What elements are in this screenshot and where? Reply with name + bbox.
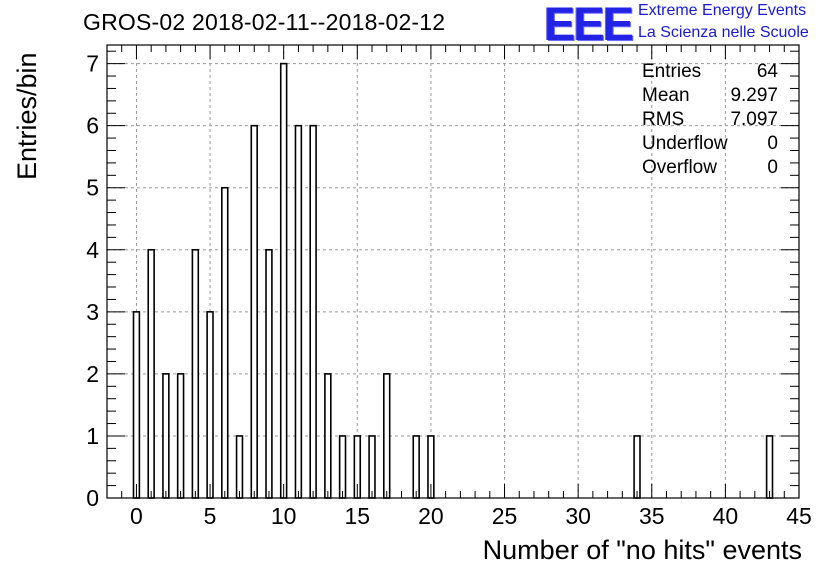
- histogram-bar: [162, 373, 170, 499]
- plot-frame: [106, 44, 800, 499]
- histogram-bar: [309, 124, 317, 499]
- y-tick-label: 3: [86, 299, 99, 325]
- stats-label: Mean: [642, 85, 690, 106]
- histogram-bar: [368, 435, 376, 499]
- stats-value: 0: [767, 157, 778, 178]
- histogram-bar: [412, 435, 420, 499]
- histogram-bar: [633, 435, 641, 499]
- stats-label: Entries: [642, 61, 702, 82]
- stats-row-underflow: Underflow 0: [642, 132, 778, 156]
- histogram-bar: [265, 248, 273, 499]
- stats-value: 64: [756, 61, 778, 82]
- y-tick-label: 1: [86, 423, 99, 449]
- y-tick-label: 4: [86, 237, 99, 263]
- stats-row-overflow: Overflow 0: [642, 156, 778, 180]
- stats-label: RMS: [642, 109, 685, 130]
- histogram-bar: [382, 373, 391, 499]
- histogram-bar: [338, 435, 347, 499]
- histogram-bar: [279, 62, 288, 499]
- stats-row-entries: Entries 64: [642, 60, 778, 84]
- x-tick-label: 45: [786, 503, 812, 529]
- histogram-bar: [176, 373, 185, 499]
- stats-label: Underflow: [642, 133, 728, 154]
- stats-value: 0: [767, 133, 778, 154]
- histogram-bar: [250, 124, 258, 499]
- eee-logo: EEE: [544, 0, 634, 50]
- histogram-bar: [206, 311, 214, 499]
- x-tick-label: 20: [418, 503, 444, 529]
- x-tick-label: 15: [345, 503, 371, 529]
- y-tick-label: 0: [86, 485, 99, 511]
- x-tick-label: 0: [130, 503, 143, 529]
- histogram-bar: [294, 124, 303, 499]
- histogram-bar: [324, 373, 332, 499]
- y-tick-label: 5: [86, 175, 99, 201]
- x-tick-label: 40: [713, 503, 739, 529]
- histogram-bar: [221, 186, 229, 499]
- stats-value: 9.297: [730, 85, 778, 106]
- x-tick-label: 5: [204, 503, 217, 529]
- histogram-bar: [235, 435, 244, 499]
- y-tick-label: 7: [86, 51, 99, 77]
- y-tick-label: 6: [86, 113, 99, 139]
- histogram-bar: [132, 311, 141, 499]
- x-axis-label: Number of "no hits" events: [482, 535, 802, 565]
- x-tick-label: 25: [492, 503, 518, 529]
- x-tick-label: 35: [639, 503, 665, 529]
- logo-caption-line2: La Scienza nelle Scuole: [638, 24, 809, 41]
- y-tick-label: 2: [86, 361, 99, 387]
- stats-box: Entries 64 Mean 9.297 RMS 7.097 Underflow 0 …: [642, 60, 778, 180]
- logo-caption-line1: Extreme Energy Events: [638, 2, 807, 19]
- stats-label: Overflow: [642, 157, 717, 178]
- histogram-bar: [765, 435, 774, 499]
- histogram-bar: [191, 248, 200, 499]
- x-tick-label: 10: [271, 503, 297, 529]
- x-tick-label: 30: [565, 503, 591, 529]
- histogram-bar: [147, 248, 155, 499]
- chart-title: GROS-02 2018-02-11--2018-02-12: [83, 9, 446, 35]
- stats-value: 7.097: [730, 109, 778, 130]
- stats-row-mean: Mean 9.297: [642, 84, 778, 108]
- stats-row-rms: RMS 7.097: [642, 108, 778, 132]
